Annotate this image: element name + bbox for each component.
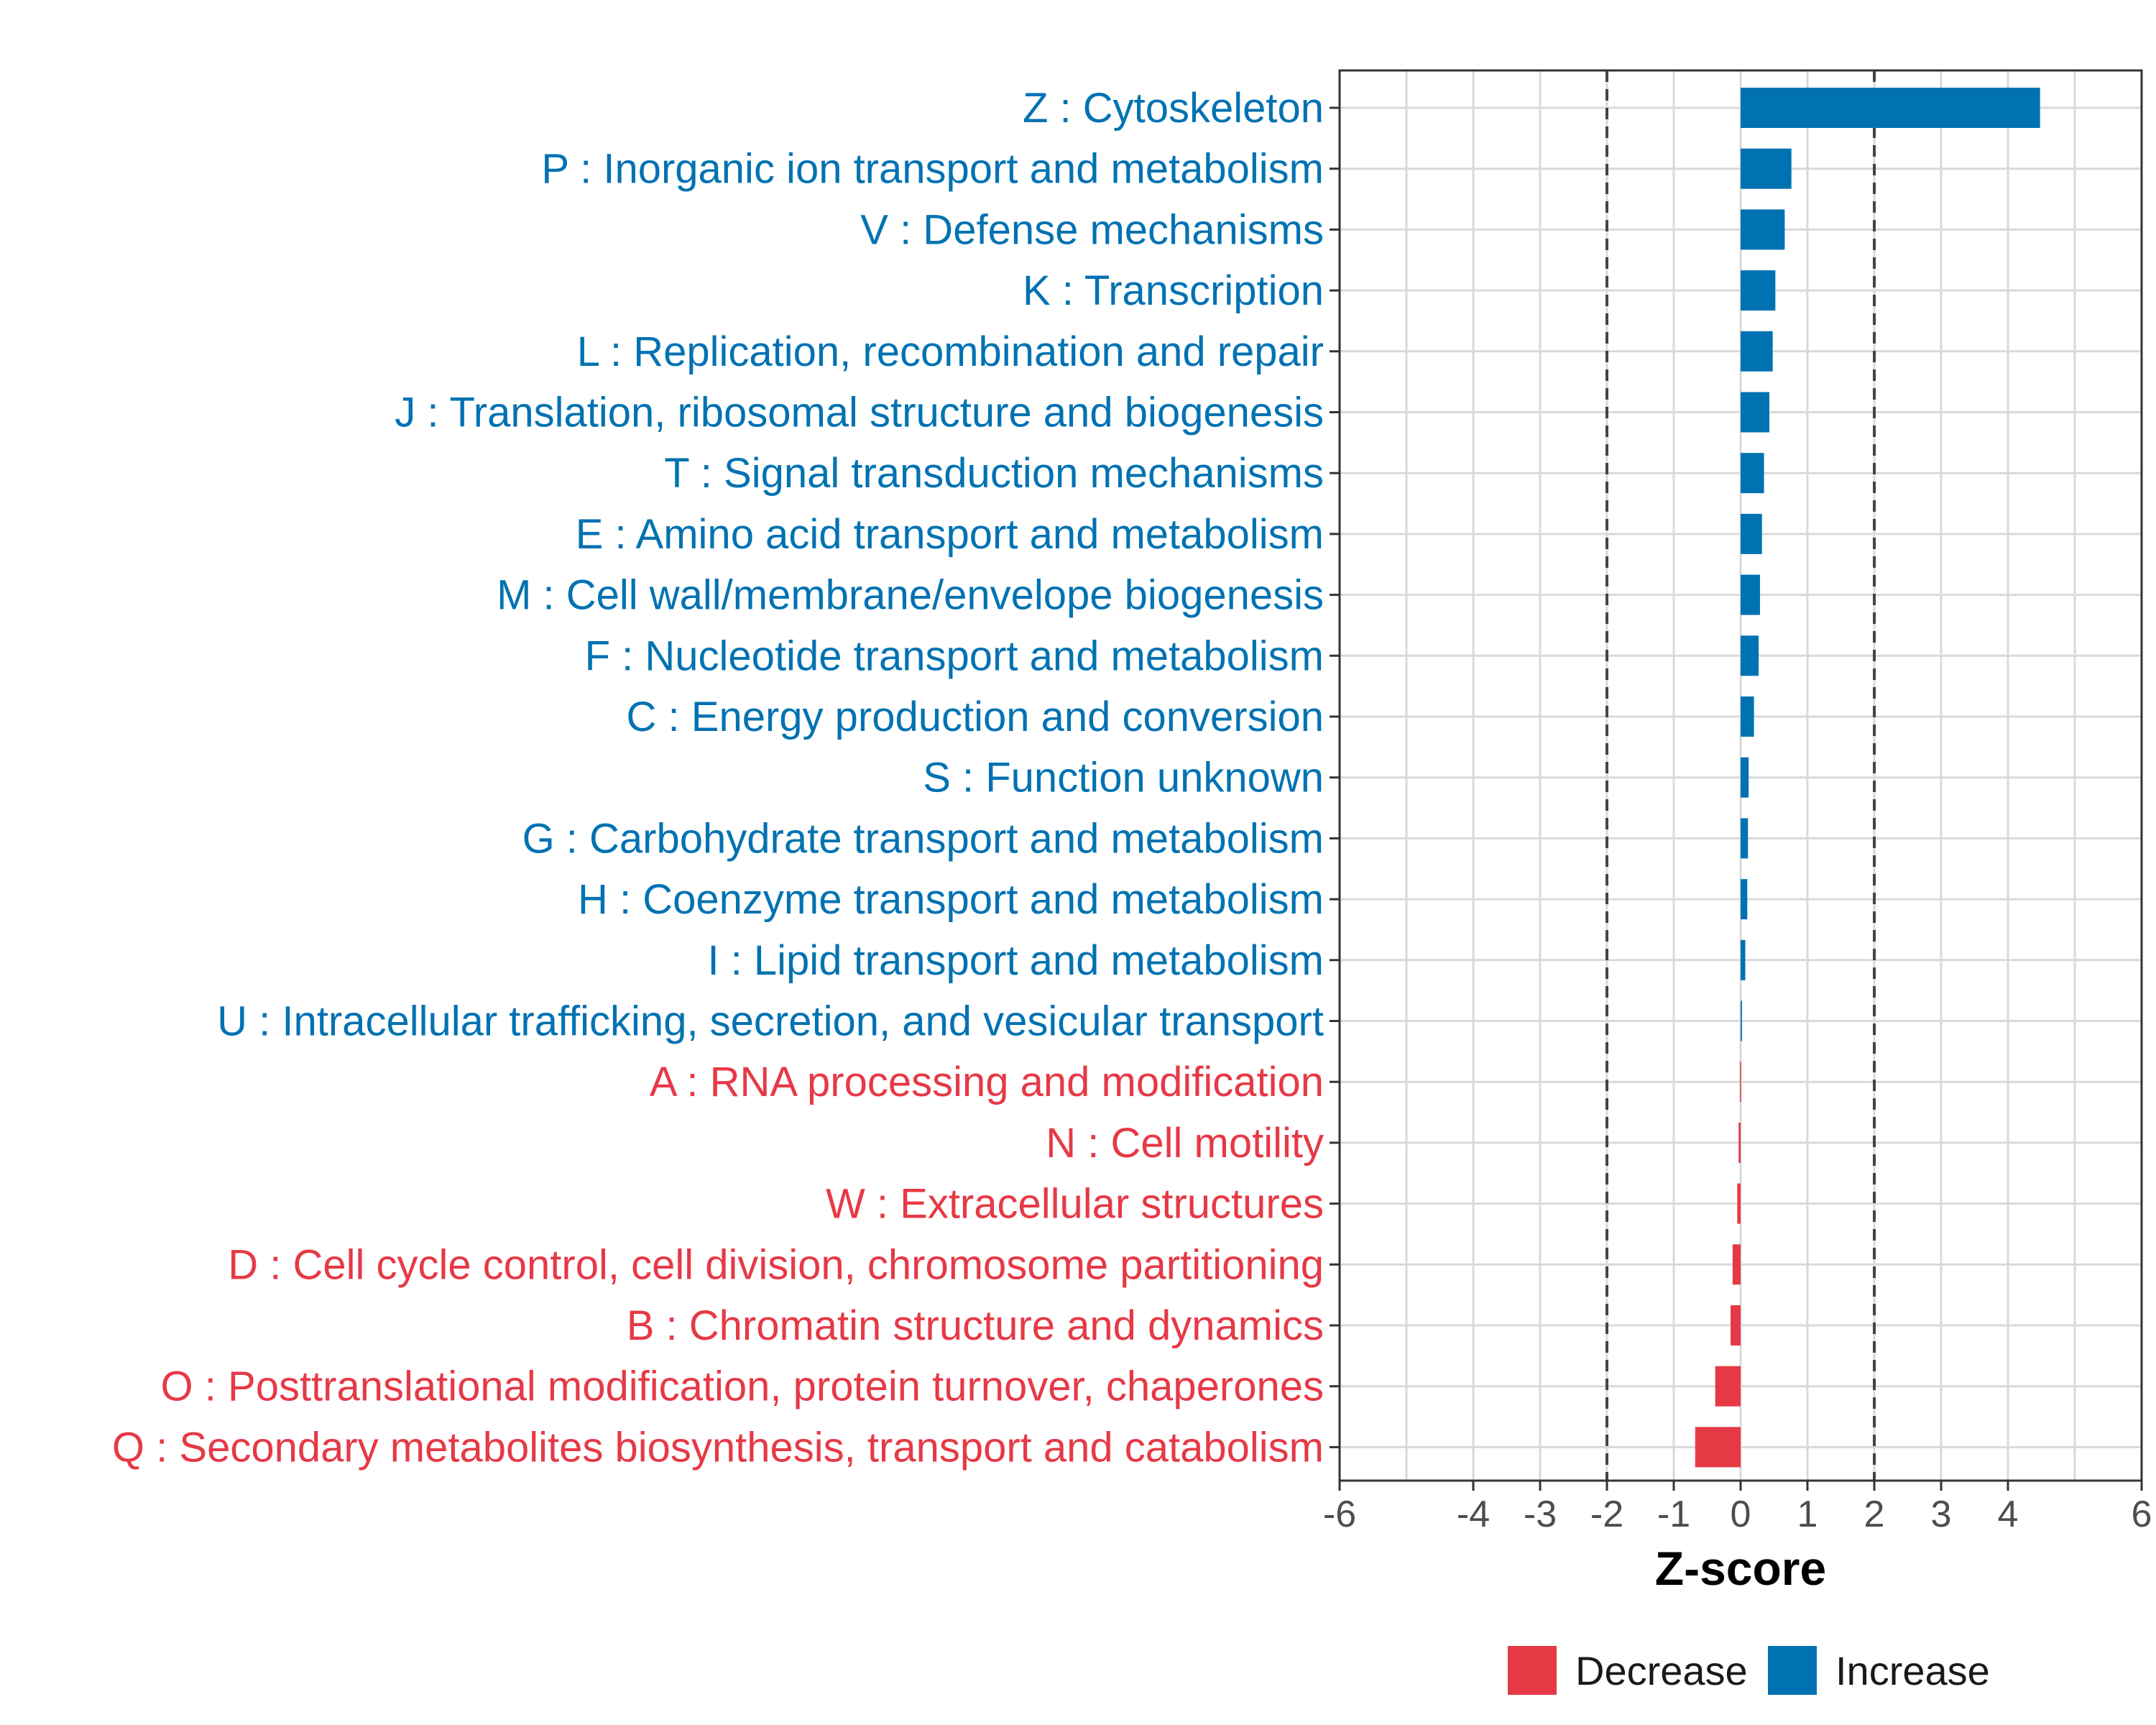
- category-label: I : Lipid transport and metabolism: [707, 937, 1324, 984]
- category-label: A : RNA processing and modification: [650, 1059, 1324, 1105]
- bar: [1741, 939, 1746, 980]
- bar: [1741, 453, 1764, 494]
- category-label: F : Nucleotide transport and metabolism: [585, 632, 1324, 679]
- bar: [1741, 635, 1759, 676]
- bar: [1695, 1427, 1741, 1468]
- x-tick-label: 1: [1797, 1494, 1818, 1535]
- x-tick-label: -2: [1590, 1494, 1623, 1535]
- bar: [1732, 1244, 1741, 1285]
- category-label: K : Transcription: [1023, 267, 1324, 314]
- x-tick-label: -6: [1323, 1494, 1356, 1535]
- x-tick-label: -1: [1657, 1494, 1690, 1535]
- category-label: D : Cell cycle control, cell division, c…: [228, 1241, 1324, 1288]
- category-labels: Z : Cytoskeleton P : Inorganic ion transp…: [112, 85, 1340, 1471]
- category-label: B : Chromatin structure and dynamics: [627, 1302, 1324, 1349]
- x-tick-label: 2: [1864, 1494, 1885, 1535]
- bar: [1731, 1305, 1741, 1346]
- bar: [1741, 757, 1749, 798]
- category-label: E : Amino acid transport and metabolism: [576, 511, 1324, 558]
- bar: [1741, 148, 1792, 189]
- category-label: G : Carbohydrate transport and metabolis…: [522, 815, 1324, 862]
- x-tick-label: 6: [2132, 1494, 2152, 1535]
- x-tick-label: -4: [1457, 1494, 1490, 1535]
- bar: [1741, 209, 1785, 250]
- category-label: M : Cell wall/membrane/envelope biogenes…: [497, 572, 1324, 619]
- bar: [1741, 88, 2040, 128]
- category-label: W : Extracellular structures: [826, 1181, 1324, 1228]
- bar: [1741, 513, 1762, 554]
- category-label: O : Posttranslational modification, prot…: [161, 1363, 1324, 1410]
- category-label: S : Function unknown: [923, 755, 1324, 801]
- category-label: N : Cell motility: [1046, 1120, 1324, 1167]
- x-axis: -6 -4 -3 -2 -1 0 1 2 3 4 6: [1323, 1481, 2152, 1535]
- category-label: L : Replication, recombination and repai…: [577, 328, 1324, 375]
- bar: [1738, 1122, 1741, 1163]
- legend: Decrease Increase: [1508, 1646, 1990, 1695]
- bar: [1741, 879, 1748, 920]
- bar: [1741, 270, 1776, 311]
- x-tick-label: -3: [1524, 1494, 1557, 1535]
- legend-swatch: [1768, 1646, 1817, 1695]
- category-label: Z : Cytoskeleton: [1023, 85, 1324, 132]
- category-label: V : Defense mechanisms: [860, 206, 1324, 253]
- bar: [1741, 818, 1749, 859]
- bar: [1741, 1000, 1742, 1041]
- legend-label: Decrease: [1575, 1648, 1748, 1693]
- category-label: U : Intracellular trafficking, secretion…: [217, 998, 1324, 1045]
- bar: [1741, 574, 1760, 615]
- x-tick-label: 3: [1931, 1494, 1952, 1535]
- x-tick-label: 0: [1731, 1494, 1751, 1535]
- bar: [1741, 696, 1754, 737]
- category-label: P : Inorganic ion transport and metaboli…: [541, 146, 1324, 193]
- bar: [1741, 392, 1769, 433]
- bar: [1715, 1366, 1741, 1407]
- x-tick-label: 4: [1998, 1494, 2019, 1535]
- legend-label: Increase: [1835, 1648, 1990, 1693]
- bar: [1740, 1062, 1741, 1103]
- legend-swatch: [1508, 1646, 1557, 1695]
- category-label: H : Coenzyme transport and metabolism: [578, 876, 1324, 923]
- bar: [1737, 1183, 1741, 1224]
- category-label: T : Signal transduction mechanisms: [664, 450, 1324, 497]
- category-label: Q : Secondary metabolites biosynthesis, …: [112, 1424, 1324, 1471]
- x-axis-title: Z-score: [1655, 1542, 1826, 1595]
- bar: [1741, 331, 1773, 372]
- threshold-lines: [1606, 70, 1876, 1481]
- category-label: C : Energy production and conversion: [627, 694, 1324, 740]
- bars: [1695, 88, 2040, 1468]
- category-label: J : Translation, ribosomal structure and…: [395, 390, 1324, 436]
